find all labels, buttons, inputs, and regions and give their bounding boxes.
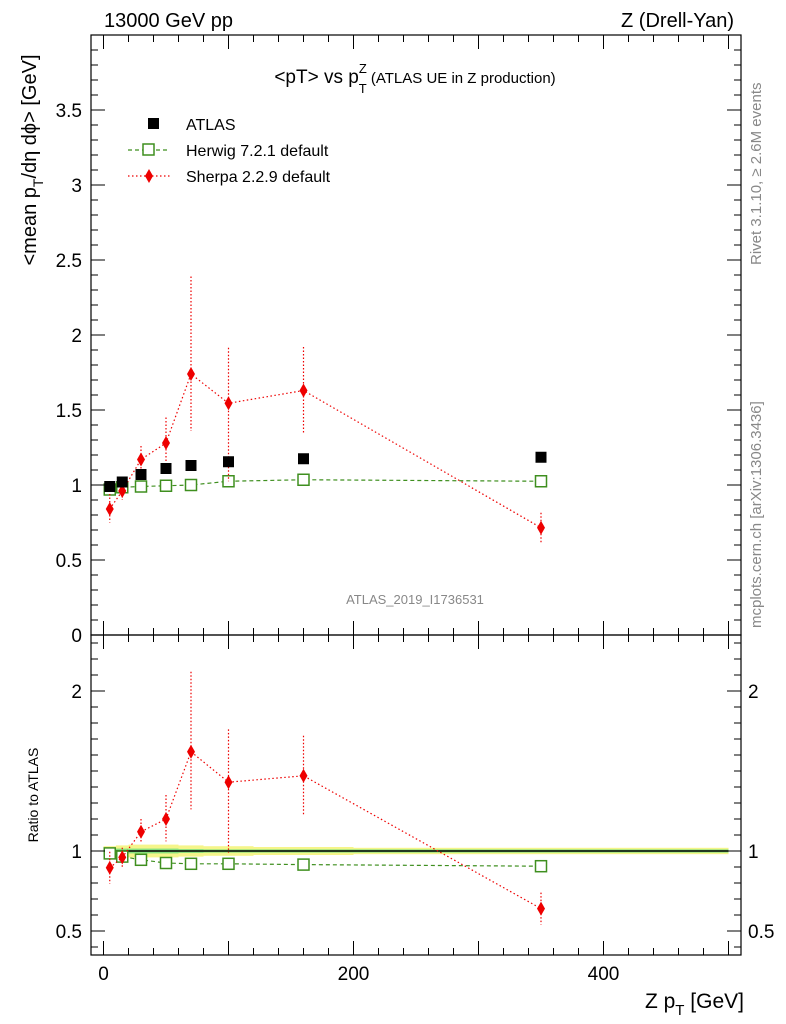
main-atlas-point — [535, 451, 547, 463]
main-sherpa-point — [224, 396, 233, 411]
ratio-xlabel-suffix: [GeV] — [684, 990, 744, 1013]
ratio-ylabel: Ratio to ATLAS — [25, 748, 41, 843]
main-sherpa-point — [187, 367, 195, 381]
ratio-sherpa-point — [187, 744, 195, 759]
main-plot-content — [103, 276, 548, 543]
analysis-watermark: ATLAS_2019_I1736531 — [346, 592, 484, 607]
main-atlas-point — [104, 481, 116, 492]
main-atlas-point — [160, 463, 172, 474]
ratio-ytick-label-right: 2 — [748, 682, 759, 703]
main-herwig-point — [297, 473, 310, 486]
main-ytick-label: 2.5 — [56, 251, 82, 272]
ratio-xtick-label: 400 — [588, 964, 620, 985]
ratio-ytick-label-right: 0.5 — [748, 922, 774, 943]
main-panel: 00.511.522.533.5 <pT> vs pZ T (ATLAS UE i… — [19, 34, 742, 647]
ratio-herwig-point — [134, 853, 148, 867]
ratio-xtick-label: 0 — [98, 964, 109, 985]
main-herwig-point — [159, 479, 173, 492]
legend-atlas-label: ATLAS — [186, 117, 236, 134]
ratio-xlabel: Z pT [GeV] — [645, 990, 744, 1019]
rivet-version-label: Rivet 3.1.10, ≥ 2.6M events — [748, 83, 765, 266]
main-herwig-point — [134, 480, 148, 493]
ratio-axes: 0 200 400 0.5 0.5 1 1 2 2 — [56, 635, 774, 985]
main-sherpa-point — [162, 436, 170, 450]
main-sherpa-line — [109, 373, 542, 529]
main-atlas-point — [116, 476, 128, 488]
main-ylabel-prefix: <mean p — [19, 187, 41, 265]
ratio-herwig-point — [103, 847, 116, 860]
chart-title-main: <pT> vs p — [274, 67, 359, 88]
chart-title-sup: Z — [359, 61, 367, 76]
ratio-sherpa-point — [224, 775, 233, 790]
ratio-xlabel-sub: T — [675, 1002, 684, 1019]
mcplots-label: mcplots.cern.ch [arXiv:1306.3436] — [748, 401, 765, 628]
legend-sherpa-marker — [145, 169, 153, 183]
ratio-herwig-point — [184, 857, 198, 871]
header-right: Z (Drell-Yan) — [621, 10, 734, 32]
ratio-ytick-label: 2 — [71, 682, 82, 703]
ratio-ytick-label: 0.5 — [56, 922, 82, 943]
legend: ATLAS Herwig 7.2.1 default Sherpa 2.2.9 … — [128, 117, 331, 186]
ratio-herwig-point — [297, 858, 310, 871]
ratio-sherpa-point — [137, 824, 145, 839]
legend-sherpa-label: Sherpa 2.2.9 default — [186, 169, 331, 186]
legend-atlas-marker — [148, 118, 159, 129]
main-herwig-line — [109, 479, 542, 491]
ratio-plot-content — [103, 671, 729, 925]
main-sherpa-point — [299, 383, 308, 398]
ratio-ytick-label-right: 1 — [748, 842, 759, 863]
ratio-xtick-label: 200 — [338, 964, 370, 985]
ratio-ytick-label: 1 — [71, 842, 82, 863]
main-ytick-label: 1.5 — [56, 401, 82, 422]
chart-title: <pT> vs pZ T (ATLAS UE in Z production) — [274, 61, 555, 96]
main-ytick-label: 0.5 — [56, 551, 82, 572]
main-ytick-label: 1 — [71, 476, 82, 497]
main-sherpa-point — [137, 452, 145, 467]
chart-title-sub: T — [359, 81, 367, 96]
header-left: 13000 GeV pp — [104, 10, 233, 32]
main-ytick-label: 3.5 — [56, 101, 82, 122]
main-ytick-label: 3 — [71, 176, 82, 197]
main-ytick-label: 0 — [71, 626, 82, 647]
main-ylabel: <mean pT/dη dϕ> [GeV] — [19, 54, 46, 265]
ratio-sherpa-line — [109, 750, 542, 910]
main-sherpa-point — [537, 520, 545, 535]
main-sherpa-point — [105, 502, 114, 516]
main-atlas-point — [135, 469, 147, 480]
ratio-sherpa-point — [162, 812, 170, 826]
main-herwig-point — [534, 475, 548, 488]
main-atlas-point — [223, 456, 234, 468]
main-herwig-point — [184, 478, 198, 492]
legend-herwig-marker — [142, 143, 155, 156]
main-ylabel-suffix: /dη dϕ> [GeV] — [19, 54, 41, 178]
ratio-herwig-point — [534, 859, 548, 873]
ratio-xlabel-prefix: Z p — [645, 990, 675, 1013]
ratio-sherpa-point — [118, 850, 127, 865]
main-atlas-point — [185, 460, 197, 471]
chart-title-suffix: (ATLAS UE in Z production) — [367, 70, 556, 87]
ratio-sherpa-point — [299, 768, 308, 783]
ratio-herwig-point — [159, 856, 173, 870]
main-axes: 0 0.5 1 1.5 2 2.5 3 3.5 — [56, 35, 741, 647]
ratio-panel: 0 200 400 0.5 0.5 1 1 2 2 Ratio to ATLAS Z pT [G… — [25, 634, 774, 1019]
main-ylabel-sub: T — [30, 178, 46, 187]
ratio-sherpa-point — [105, 860, 114, 875]
ratio-herwig-point — [222, 857, 235, 871]
ratio-frame — [90, 634, 742, 956]
main-ytick-label: 2 — [71, 326, 82, 347]
legend-herwig-label: Herwig 7.2.1 default — [186, 143, 329, 160]
ratio-sherpa-point — [537, 901, 545, 916]
main-atlas-point — [298, 453, 309, 465]
